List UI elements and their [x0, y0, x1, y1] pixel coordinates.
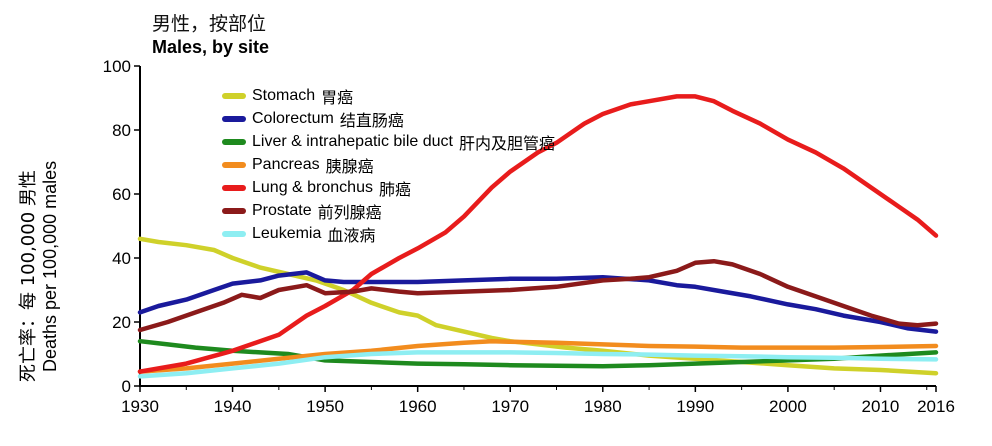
legend-label: Leukemia [252, 224, 322, 242]
x-tick-label: 2000 [769, 397, 807, 416]
y-tick-label: 60 [112, 185, 131, 204]
chart-title-zh: 男性，按部位 [152, 13, 267, 35]
series-line-colorectum [137, 270, 939, 334]
series-line-lung-bronchus [137, 94, 939, 374]
x-tick-label: 1960 [399, 397, 437, 416]
legend-item: Leukemia 血液病 [222, 222, 555, 245]
series-line-prostate [137, 258, 939, 333]
legend-item: Liver & intrahepatic bile duct 肝内及胆管癌 [222, 130, 555, 153]
legend-swatch [222, 115, 246, 122]
x-tick-label: 1950 [306, 397, 344, 416]
y-tick-label: 20 [112, 313, 131, 332]
x-tick-label: 2016 [917, 397, 955, 416]
x-tick-label: 1980 [584, 397, 622, 416]
x-tick-label: 1930 [121, 397, 159, 416]
legend-swatch [222, 138, 246, 145]
chart-legend: Stomach 胃癌 Colorectum 结直肠癌 Liver & intrahepa… [222, 84, 555, 245]
x-tick-label: 1990 [676, 397, 714, 416]
x-tick-label: 1970 [491, 397, 529, 416]
legend-label-zh: 前列腺癌 [317, 202, 382, 222]
legend-label-zh: 胰腺癌 [325, 156, 374, 176]
legend-item: Pancreas 胰腺癌 [222, 153, 555, 176]
legend-swatch [222, 161, 246, 168]
legend-swatch [222, 184, 246, 191]
legend-label-zh: 肺癌 [378, 179, 411, 199]
series-line-leukemia [137, 350, 939, 379]
legend-label: Stomach [252, 86, 316, 104]
legend-label: Colorectum [252, 109, 334, 127]
legend-label: Lung & bronchus [252, 178, 373, 196]
legend-label-zh: 血液病 [327, 225, 376, 245]
chart-title-en: Males, by site [152, 37, 270, 57]
legend-label-zh: 胃癌 [321, 87, 354, 107]
x-tick-label: 2010 [862, 397, 900, 416]
legend-swatch [222, 230, 246, 237]
y-tick-label: 0 [122, 377, 131, 396]
legend-label: Pancreas [252, 155, 320, 173]
legend-label-zh: 结直肠癌 [339, 110, 404, 130]
legend-item: Stomach 胃癌 [222, 84, 555, 107]
legend-swatch [222, 207, 246, 214]
legend-label: Prostate [252, 201, 312, 219]
legend-label: Liver & intrahepatic bile duct [252, 132, 453, 150]
y-tick-label: 100 [103, 57, 131, 76]
y-tick-label: 80 [112, 121, 131, 140]
legend-label-zh: 肝内及胆管癌 [459, 133, 556, 153]
legend-swatch [222, 92, 246, 99]
x-tick-label: 1940 [214, 397, 252, 416]
legend-item: Lung & bronchus 肺癌 [222, 176, 555, 199]
legend-item: Colorectum 结直肠癌 [222, 107, 555, 130]
y-tick-label: 40 [112, 249, 131, 268]
series-line-pancreas [137, 338, 939, 374]
legend-item: Prostate 前列腺癌 [222, 199, 555, 222]
